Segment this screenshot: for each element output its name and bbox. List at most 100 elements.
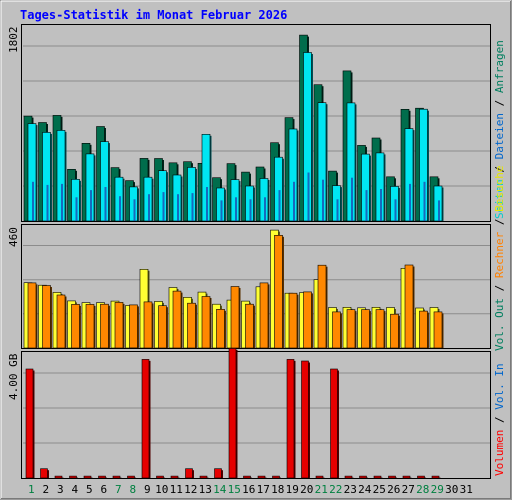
x-tick-label-day-23: 23: [344, 483, 357, 496]
bar-volumen-day-14: [214, 468, 222, 479]
bar-rechner-day-15: [230, 286, 240, 349]
bar-rechner-day-17: [259, 282, 269, 349]
x-tick-label-day-19: 19: [286, 483, 299, 496]
x-tick-label-day-20: 20: [300, 483, 313, 496]
bar-dateien-day-8: [133, 199, 136, 221]
bar-dateien-day-12: [191, 193, 194, 221]
bar-dateien-day-13: [206, 187, 208, 221]
x-tick-label-day-29: 29: [431, 483, 444, 496]
bar-rechner-day-19: [288, 292, 298, 349]
x-tick-label-day-2: 2: [42, 483, 49, 496]
bar-dateien-day-7: [119, 196, 121, 221]
bar-volumen-day-26: [388, 475, 396, 479]
bar-volumen-day-20: [301, 360, 309, 479]
top-panel-ymax-label: 1802: [7, 27, 20, 54]
bar-rechner-day-6: [100, 303, 109, 349]
bar-volumen-day-6: [98, 475, 106, 479]
bar-rechner-day-11: [172, 290, 182, 349]
x-tick-label-day-9: 9: [144, 483, 151, 496]
legend-separator: /: [493, 212, 506, 232]
legend-anfragen: Anfragen: [493, 40, 506, 93]
bar-rechner-day-13: [201, 296, 211, 349]
bar-volumen-day-29: [431, 475, 440, 479]
bar-dateien-day-5: [90, 190, 92, 221]
bar-volumen-day-1: [25, 368, 34, 479]
bar-dateien-day-25: [380, 189, 382, 221]
bar-volumen-day-8: [127, 475, 135, 479]
bar-volumen-day-13: [199, 475, 208, 479]
bar-volumen-day-15: [228, 348, 237, 479]
bar-volumen-day-17: [257, 475, 266, 479]
bar-dateien-day-9: [148, 194, 150, 221]
bottom-panel-frame: [21, 351, 491, 479]
bar-rechner-day-1: [27, 282, 37, 349]
bar-dateien-day-15: [235, 197, 237, 221]
x-tick-label-day-8: 8: [129, 483, 136, 496]
bars: [23, 34, 444, 479]
x-tick-label-day-11: 11: [170, 483, 183, 496]
bar-dateien-day-24: [365, 190, 368, 221]
x-tick-label-day-17: 17: [257, 483, 270, 496]
x-tick-label-day-1: 1: [28, 483, 35, 496]
bar-rechner-day-26: [390, 313, 399, 349]
bar-rechner-day-4: [71, 304, 80, 349]
bar-dateien-day-19: [293, 181, 295, 221]
bar-volumen-day-22: [330, 368, 338, 479]
bar-volumen-day-19: [286, 359, 295, 479]
bar-rechner-day-3: [56, 294, 66, 349]
bar-dateien-day-23: [351, 177, 353, 221]
legend-vol-out: Vol. Out: [493, 298, 506, 351]
bar-rechner-day-20: [303, 291, 312, 349]
bar-dateien-day-17: [264, 197, 266, 221]
bar-volumen-day-4: [69, 475, 77, 479]
bar-dateien-day-11: [177, 194, 179, 221]
bar-rechner-day-9: [143, 301, 153, 349]
bar-dateien-day-29: [438, 200, 440, 221]
bar-volumen-day-21: [315, 475, 324, 479]
x-tick-label-day-6: 6: [100, 483, 107, 496]
middle-panel-ymax-label: 460: [7, 227, 20, 247]
legend-vol-in: Vol. In: [493, 363, 506, 409]
bar-rechner-day-23: [346, 309, 356, 349]
bar-rechner-day-10: [158, 305, 167, 349]
bar-dateien-day-22: [336, 199, 339, 221]
bar-dateien-day-27: [409, 183, 411, 221]
bar-dateien-day-21: [322, 179, 324, 221]
x-tick-label-day-7: 7: [115, 483, 122, 496]
x-tick-label-day-3: 3: [57, 483, 64, 496]
x-tick-label-day-24: 24: [358, 483, 372, 496]
bar-dateien-day-18: [278, 190, 281, 221]
middle-panel-legend: Vol. Out / Rechner / Besuche: [493, 166, 506, 351]
bar-volumen-day-16: [243, 475, 251, 479]
x-tick-label-day-30: 30: [445, 483, 458, 496]
bar-volumen-day-25: [373, 475, 382, 479]
bar-rechner-day-25: [375, 309, 385, 349]
bar-dateien-day-4: [75, 197, 78, 221]
bar-dateien-day-2: [46, 184, 49, 221]
bar-dateien-day-26: [394, 199, 397, 221]
bar-dateien-day-10: [162, 192, 165, 221]
x-tick-label-day-26: 26: [387, 483, 400, 496]
bar-dateien-day-6: [104, 187, 107, 221]
bar-rechner-day-12: [187, 302, 196, 349]
bottom-panel-ymax-label: 4.00 GB: [7, 353, 20, 400]
bar-volumen-day-12: [185, 468, 193, 479]
bar-rechner-day-21: [317, 264, 327, 349]
bar-rechner-day-27: [404, 264, 414, 349]
bar-dateien-day-14: [220, 200, 223, 221]
bar-dateien-day-1: [32, 181, 34, 221]
bar-volumen-day-3: [54, 475, 63, 479]
top-panel-legend: Seiten / Dateien / Anfragen: [493, 40, 506, 219]
x-tick-label-day-13: 13: [199, 483, 212, 496]
legend-separator: /: [493, 159, 506, 179]
chart-title: Tages-Statistik im Monat Februar 2026: [20, 8, 287, 22]
legend-separator: /: [493, 93, 506, 113]
bar-dateien-day-3: [61, 183, 63, 221]
bar-dateien-day-16: [249, 199, 252, 221]
legend-seiten: Seiten: [493, 179, 506, 219]
x-tick-label-day-16: 16: [242, 483, 255, 496]
bottom-panel-legend: Volumen / Vol. In: [493, 363, 506, 476]
legend-besuche: Besuche: [493, 166, 506, 212]
bar-rechner-day-7: [114, 302, 124, 349]
